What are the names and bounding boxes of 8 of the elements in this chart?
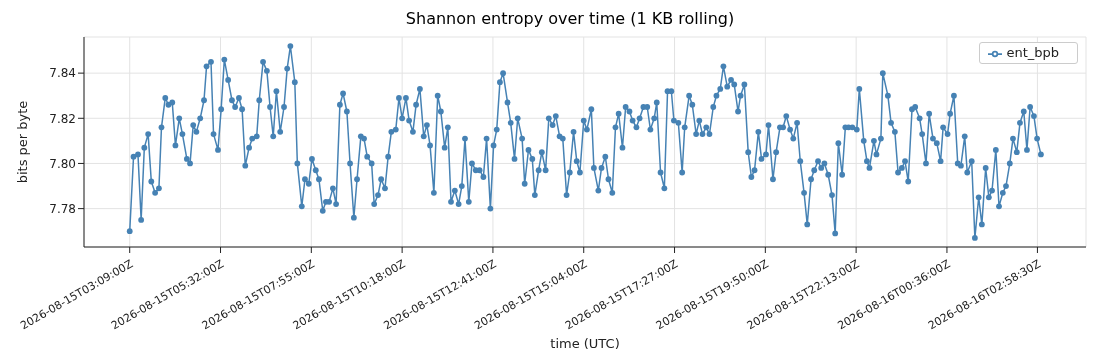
x-axis-title: time (UTC) (550, 336, 620, 351)
legend-label: ent_bpb (1006, 45, 1059, 60)
y-tick-label: 7.84 (49, 66, 76, 81)
y-axis-title: bits per byte (14, 100, 30, 184)
y-tick-label: 7.82 (49, 111, 76, 126)
y-tick-label: 7.80 (49, 156, 76, 171)
chart-title: Shannon entropy over time (1 KB rolling) (404, 8, 736, 30)
y-tick-label: 7.78 (49, 201, 76, 216)
